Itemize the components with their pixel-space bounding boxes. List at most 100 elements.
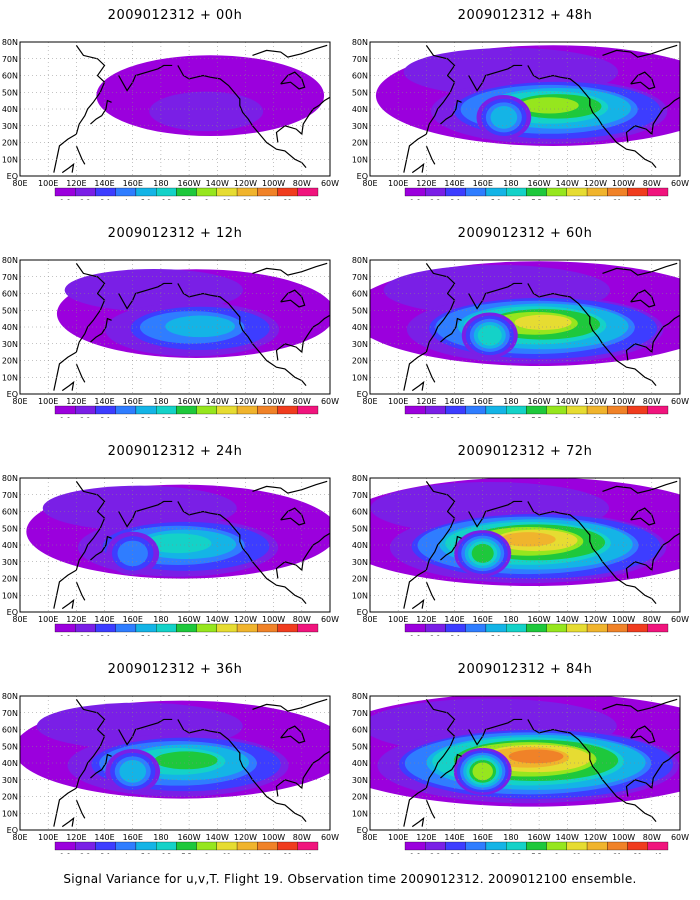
coastline [403, 45, 456, 173]
legend-swatch [506, 187, 527, 197]
longitude-label: 60W [671, 833, 689, 842]
map-panel-72h: 2009012312 + 72h 80N 70N 60N 50N 40N 30N 20N 10… [350, 436, 700, 661]
longitude-label: 100W [262, 615, 285, 624]
variance-contour [519, 97, 579, 114]
legend-swatch [647, 623, 669, 633]
legend-level-label: 14 [243, 852, 251, 854]
longitude-label: 160W [527, 615, 550, 624]
legend-swatch [526, 405, 547, 415]
longitude-label: 120E [66, 397, 86, 406]
legend-level-label: 14 [593, 852, 601, 854]
latitude-label: 10N [352, 591, 368, 600]
longitude-label: 160W [177, 833, 200, 842]
legend-level-label: 14 [243, 416, 251, 418]
latitude-label: 50N [352, 524, 368, 533]
legend-swatch [115, 623, 137, 633]
latitude-label: 60N [352, 726, 368, 735]
longitude-label: 140W [206, 179, 229, 188]
legend-swatch [75, 405, 96, 415]
legend-swatch [647, 405, 669, 415]
coastline [177, 501, 307, 605]
longitude-label: 100W [612, 833, 635, 842]
longitude-label: 80E [362, 179, 377, 188]
legend-swatch [607, 841, 628, 851]
map-panel-12h: 2009012312 + 12h 80N 70N 60N 50N 40N 30N 20N 10… [0, 218, 350, 443]
coastline [280, 507, 306, 526]
legend-swatch [404, 841, 426, 851]
longitude-label: 140W [206, 833, 229, 842]
latitude-label: 20N [352, 357, 368, 366]
legend-swatch [196, 841, 217, 851]
map-frame [19, 477, 331, 613]
longitude-label: 80W [293, 179, 311, 188]
legend-level-label: 21 [613, 634, 621, 636]
map-panel-60h: 2009012312 + 60h 80N 70N 60N 50N 40N 30N 20N 10… [350, 218, 700, 443]
legend-swatch [465, 841, 487, 851]
longitude-label: 60W [671, 397, 689, 406]
longitude-label: 160E [123, 179, 143, 188]
legend-level-label: 6.3 [161, 198, 171, 200]
contour-layer [370, 696, 680, 807]
latitude-label: 30N [2, 340, 18, 349]
coastline [403, 263, 456, 391]
contour-layer [370, 478, 680, 586]
legend-swatch [156, 187, 177, 197]
coastline [440, 535, 462, 561]
longitude-label: 160W [527, 833, 550, 842]
legend-swatch [566, 405, 588, 415]
legend-level-label: 3.1 [450, 416, 460, 418]
coastline [425, 581, 436, 601]
legend-level-label: 1.6 [410, 634, 420, 636]
coastline [630, 507, 656, 526]
latitude-label: 80N [2, 474, 18, 483]
legend-swatch [216, 841, 238, 851]
longitude-label: 120W [234, 615, 257, 624]
legend-level-label: 29 [634, 416, 642, 418]
legend-level-label: 1.6 [410, 416, 420, 418]
coastline [275, 314, 330, 361]
legend-swatch [546, 841, 567, 851]
legend-level-label: 6.3 [161, 634, 171, 636]
legend-level-label: 29 [634, 198, 642, 200]
legend-swatch [627, 187, 648, 197]
legend-swatch [445, 405, 466, 415]
legend-swatch [404, 623, 426, 633]
longitude-label: 120E [416, 833, 436, 842]
map-frame [369, 477, 681, 613]
variance-contour [64, 268, 244, 312]
legend-level-label: 4 [474, 198, 478, 200]
legend-swatch [277, 405, 298, 415]
legend-swatch [115, 841, 137, 851]
contour-layer [96, 55, 325, 136]
map-frame [19, 41, 331, 177]
contour-layer [56, 268, 330, 358]
longitude-label: 140W [206, 615, 229, 624]
latitude-label: 60N [2, 508, 18, 517]
longitude-label: 140E [94, 179, 114, 188]
legend-swatch [485, 841, 507, 851]
legend-level-label: 3.1 [100, 634, 110, 636]
legend-level-label: 21 [263, 852, 271, 854]
legend-level-label: 40 [304, 852, 312, 854]
latitude-label: 30N [352, 558, 368, 567]
latitude-label: 20N [2, 575, 18, 584]
legend-level-label: 2.2 [80, 416, 90, 418]
latitude-label: 50N [2, 306, 18, 315]
longitude-label: 180 [153, 833, 168, 842]
latitude-label: 50N [2, 524, 18, 533]
legend-level-label: 3.1 [100, 198, 110, 200]
legend-level-label: 1.6 [60, 416, 70, 418]
legend-swatch [607, 187, 628, 197]
legend-level-label: 11 [223, 634, 231, 636]
coastline [61, 816, 75, 828]
legend-swatch [115, 187, 137, 197]
contour-layer [20, 700, 330, 799]
legend-swatch [526, 623, 547, 633]
longitude-label: 80W [643, 615, 661, 624]
longitude-label: 160E [123, 397, 143, 406]
longitude-label: 120E [66, 615, 86, 624]
latitude-label: 70N [2, 55, 18, 64]
legend-swatch [75, 187, 96, 197]
